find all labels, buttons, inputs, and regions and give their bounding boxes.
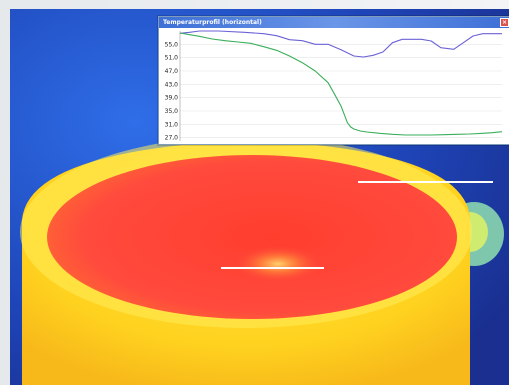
- temperature-profile-window[interactable]: Temperaturprofil (horizontal) × 55,0 51,0…: [158, 16, 509, 145]
- series-line-2: [180, 33, 502, 135]
- profile-chart-svg: 55,0 51,0 47,0 43,0 39,0 35,0 31,0 27,0: [159, 28, 509, 144]
- y-tick-label: 39,0: [165, 95, 179, 102]
- window-title-bar[interactable]: Temperaturprofil (horizontal) ×: [159, 17, 509, 28]
- y-tick-label: 47,0: [165, 68, 179, 75]
- y-tick-label: 27,0: [165, 135, 179, 142]
- series-line-1: [180, 31, 502, 57]
- coffee-surface: [47, 155, 457, 319]
- y-tick-label: 55,0: [165, 41, 179, 48]
- y-tick-label: 51,0: [165, 55, 179, 62]
- y-tick-label: 35,0: [165, 108, 179, 115]
- hot-spot: [234, 246, 322, 282]
- y-tick-label: 31,0: [165, 121, 179, 128]
- profile-chart: 55,0 51,0 47,0 43,0 39,0 35,0 31,0 27,0: [159, 28, 509, 144]
- chart-grid: [180, 44, 502, 137]
- y-tick-label: 43,0: [165, 81, 179, 88]
- window-title: Temperaturprofil (horizontal): [163, 17, 262, 28]
- close-button[interactable]: ×: [500, 18, 509, 27]
